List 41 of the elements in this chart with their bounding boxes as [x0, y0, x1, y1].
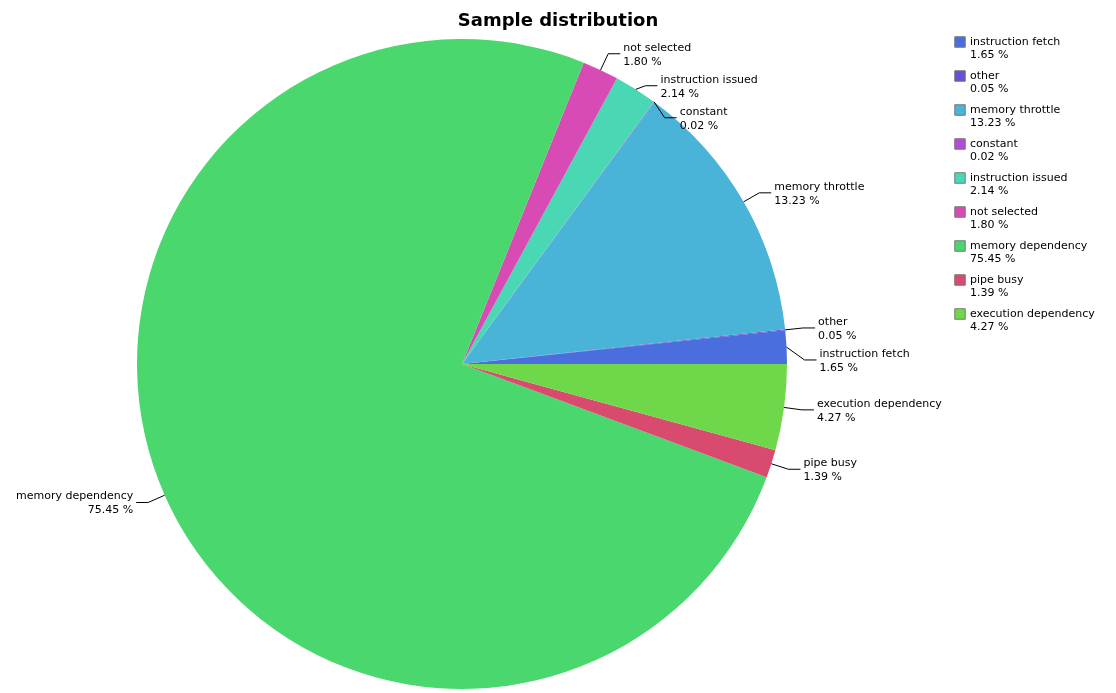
text: 2.14 %: [970, 184, 1009, 197]
legend-label: memory throttle: [970, 103, 1061, 116]
legend-label: execution dependency: [970, 307, 1096, 320]
pie-slice: [462, 364, 776, 478]
slice-label: not selected: [623, 40, 692, 54]
data-label: 13.23 %: [774, 193, 820, 207]
slice-label: instruction issued: [660, 72, 758, 86]
text: 1.80 %: [970, 218, 1009, 231]
legend-label: instruction fetch: [970, 35, 1061, 48]
slice-label: instruction fetch: [819, 346, 910, 360]
legend-label: pipe busy: [970, 273, 1024, 286]
text: 13.23 %: [970, 116, 1016, 129]
text: 1.65 %: [970, 48, 1009, 61]
data-label: 1.39 %: [803, 470, 842, 484]
pie-slice: [462, 62, 617, 364]
data-label: 0.02 %: [679, 118, 719, 132]
slice-label: other: [818, 314, 848, 328]
slice-label: execution dependency: [816, 396, 943, 410]
data-label: 75.45 %: [87, 503, 134, 517]
pie-slice: [462, 364, 787, 451]
slice-label: constant: [679, 104, 729, 118]
legend-label: constant: [970, 137, 1019, 150]
chart-title: Sample distribution: [457, 9, 659, 30]
text: 0.05 %: [970, 82, 1009, 95]
text: 4.27 %: [970, 320, 1009, 333]
legend-label: not selected: [970, 205, 1038, 218]
text: 0.02 %: [970, 150, 1009, 163]
legend-label: memory dependency: [970, 239, 1088, 252]
slice-label: memory dependency: [15, 489, 134, 503]
data-label: 0.05 %: [818, 328, 857, 342]
data-label: 1.65 %: [819, 360, 858, 374]
slice-label: pipe busy: [803, 456, 858, 470]
slice-label: memory throttle: [774, 179, 865, 193]
data-label: 1.80 %: [623, 54, 662, 68]
pie-slice: [137, 39, 767, 689]
text: 75.45 %: [970, 252, 1016, 265]
legend-label: other: [970, 69, 1000, 82]
data-label: 4.27 %: [816, 410, 856, 424]
text: 1.39 %: [970, 286, 1009, 299]
legend-label: instruction issued: [970, 171, 1068, 184]
data-label: 2.14 %: [660, 86, 699, 100]
